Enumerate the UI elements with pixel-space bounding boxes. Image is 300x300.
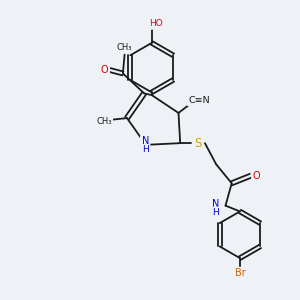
Text: CH₃: CH₃ bbox=[117, 43, 132, 52]
Text: N: N bbox=[142, 136, 149, 146]
Text: S: S bbox=[194, 136, 202, 150]
Text: O: O bbox=[253, 171, 260, 181]
Text: N: N bbox=[212, 199, 220, 209]
Text: O: O bbox=[101, 65, 109, 75]
Text: Br: Br bbox=[235, 268, 245, 278]
Text: C≡N: C≡N bbox=[188, 96, 210, 105]
Text: CH₃: CH₃ bbox=[96, 117, 112, 126]
Text: H: H bbox=[212, 208, 219, 217]
Text: HO: HO bbox=[149, 19, 163, 28]
Text: H: H bbox=[142, 146, 148, 154]
